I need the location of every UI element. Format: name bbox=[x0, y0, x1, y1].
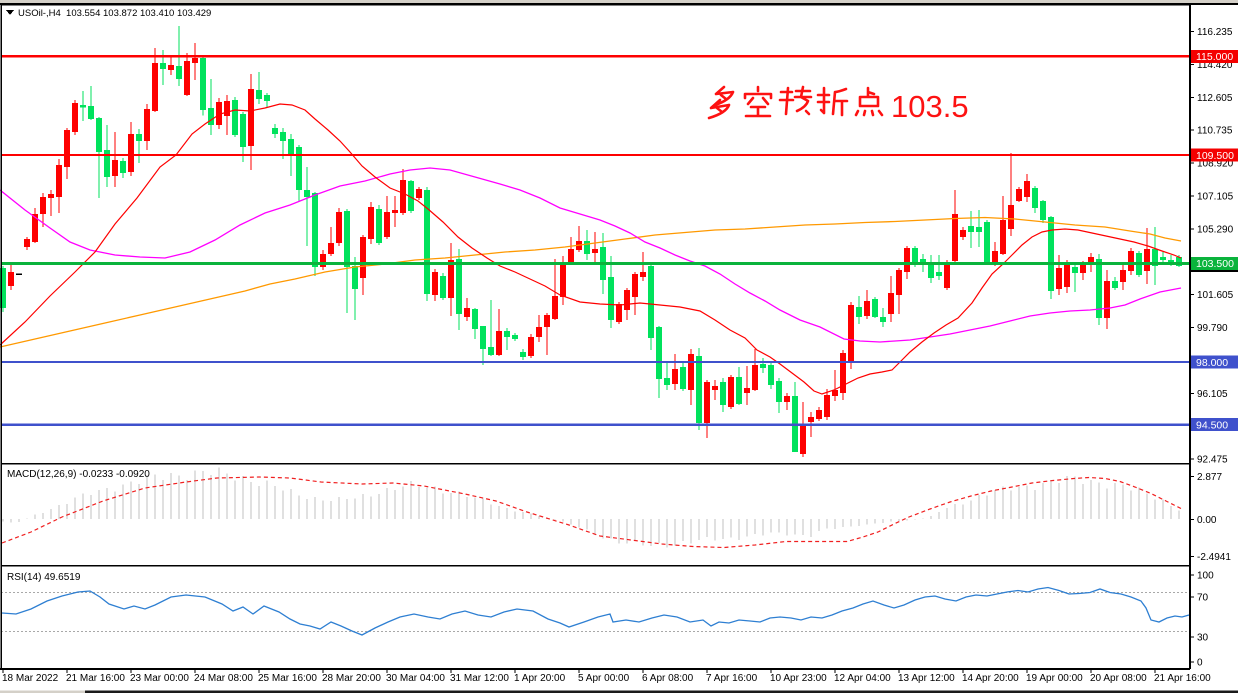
svg-text:96.105: 96.105 bbox=[1197, 389, 1228, 400]
svg-text:19 Apr 00:00: 19 Apr 00:00 bbox=[1026, 673, 1083, 684]
svg-text:13 Apr 12:00: 13 Apr 12:00 bbox=[898, 673, 955, 684]
svg-text:RSI(14) 49.6519: RSI(14) 49.6519 bbox=[7, 572, 81, 583]
svg-text:94.500: 94.500 bbox=[1196, 419, 1228, 431]
svg-text:1 Apr 20:00: 1 Apr 20:00 bbox=[514, 673, 566, 684]
svg-text:108.920: 108.920 bbox=[1197, 159, 1234, 170]
svg-text:28 Mar 20:00: 28 Mar 20:00 bbox=[322, 673, 381, 684]
svg-text:114.420: 114.420 bbox=[1197, 60, 1233, 71]
svg-text:23 Mar 00:00: 23 Mar 00:00 bbox=[130, 673, 189, 684]
svg-text:21 Apr 16:00: 21 Apr 16:00 bbox=[1154, 673, 1211, 684]
svg-text:USOil-,H4 103.554 103.872 103: USOil-,H4 103.554 103.872 103.410 103.42… bbox=[18, 8, 211, 19]
svg-text:2.877: 2.877 bbox=[1197, 472, 1222, 483]
svg-text:109.500: 109.500 bbox=[1196, 150, 1234, 162]
svg-text:101.605: 101.605 bbox=[1197, 290, 1234, 301]
svg-text:31 Mar 12:00: 31 Mar 12:00 bbox=[450, 673, 509, 684]
svg-text:0: 0 bbox=[1197, 658, 1203, 669]
svg-text:0.00: 0.00 bbox=[1197, 515, 1217, 526]
svg-text:24 Mar 08:00: 24 Mar 08:00 bbox=[194, 673, 253, 684]
svg-text:116.235: 116.235 bbox=[1197, 27, 1233, 38]
svg-text:14 Apr 20:00: 14 Apr 20:00 bbox=[962, 673, 1019, 684]
svg-text:103.500: 103.500 bbox=[1196, 258, 1234, 270]
svg-text:98.000: 98.000 bbox=[1196, 357, 1228, 369]
svg-text:5 Apr 00:00: 5 Apr 00:00 bbox=[578, 673, 630, 684]
svg-text:105.290: 105.290 bbox=[1197, 224, 1234, 235]
svg-text:MACD(12,26,9) -0.0233 -0.0920: MACD(12,26,9) -0.0233 -0.0920 bbox=[7, 469, 150, 480]
svg-text:30 Mar 04:00: 30 Mar 04:00 bbox=[386, 673, 445, 684]
svg-text:107.105: 107.105 bbox=[1197, 192, 1234, 203]
svg-text:103.5: 103.5 bbox=[891, 89, 969, 124]
svg-text:6 Apr 08:00: 6 Apr 08:00 bbox=[642, 673, 694, 684]
svg-text:110.735: 110.735 bbox=[1197, 126, 1233, 137]
svg-text:99.790: 99.790 bbox=[1197, 323, 1228, 334]
svg-text:92.475: 92.475 bbox=[1197, 455, 1228, 466]
svg-text:20 Apr 08:00: 20 Apr 08:00 bbox=[1090, 673, 1147, 684]
svg-text:30: 30 bbox=[1197, 633, 1209, 644]
svg-text:100: 100 bbox=[1197, 571, 1214, 582]
svg-text:25 Mar 16:00: 25 Mar 16:00 bbox=[258, 673, 317, 684]
svg-text:7 Apr 16:00: 7 Apr 16:00 bbox=[706, 673, 758, 684]
svg-text:21 Mar 16:00: 21 Mar 16:00 bbox=[66, 673, 125, 684]
svg-text:115.000: 115.000 bbox=[1196, 51, 1233, 63]
svg-text:18 Mar 2022: 18 Mar 2022 bbox=[2, 673, 59, 684]
svg-text:112.605: 112.605 bbox=[1197, 93, 1233, 104]
svg-text:12 Apr 04:00: 12 Apr 04:00 bbox=[834, 673, 891, 684]
svg-text:-2.4941: -2.4941 bbox=[1197, 552, 1231, 563]
svg-text:10 Apr 23:00: 10 Apr 23:00 bbox=[770, 673, 827, 684]
svg-text:70: 70 bbox=[1197, 593, 1209, 604]
